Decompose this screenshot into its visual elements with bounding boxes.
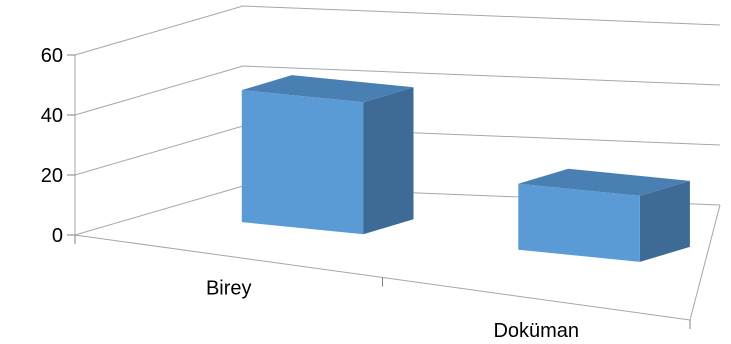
x-tick-label: Birey [206, 277, 252, 299]
bar-top-face [518, 168, 690, 196]
bar-1 [241, 75, 414, 235]
bar-front-face [241, 90, 364, 235]
gridline [74, 65, 721, 116]
x-tick-label: Doküman [493, 320, 579, 342]
axes [67, 54, 721, 329]
y-tick-label: 60 [41, 45, 63, 67]
bar-top-face [241, 75, 414, 103]
bar-side-face [363, 87, 414, 235]
gridline [74, 5, 721, 56]
labels: 0 20 40 60 Birey Doküman [41, 45, 579, 342]
bar-side-face [639, 180, 690, 262]
y-tick-label: 0 [52, 225, 63, 247]
bar-front-face [518, 183, 640, 262]
floor-right-edge [689, 204, 721, 321]
bar-2 [518, 168, 690, 262]
y-tick-label: 20 [41, 165, 63, 187]
bars [241, 75, 690, 262]
y-tick-label: 40 [41, 105, 63, 127]
